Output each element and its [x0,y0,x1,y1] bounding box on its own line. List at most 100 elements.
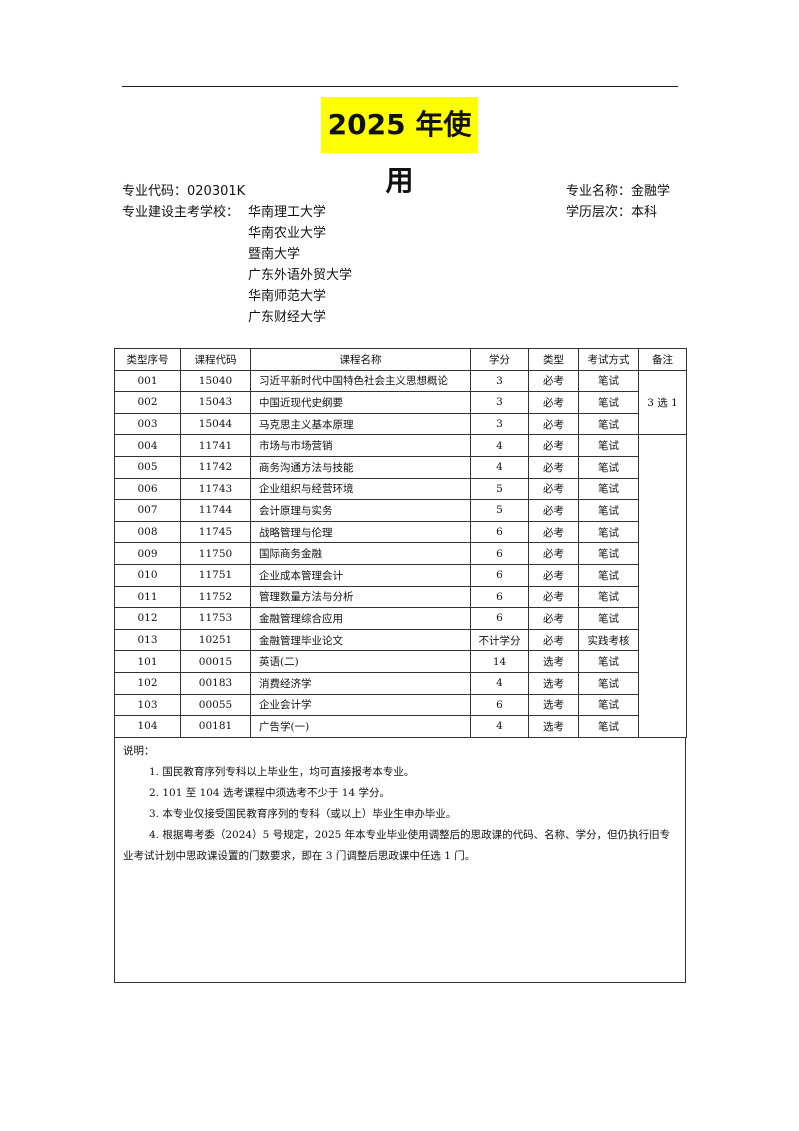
school: 暨南大学 [248,247,301,262]
cell: 必考 [528,369,579,393]
course-row: 102 00183 消费经济学 4 选考 笔试 [114,671,687,695]
cell: 11744 [180,499,251,522]
cell: 012 [114,607,181,630]
cell: 11753 [180,607,251,630]
cell: 5 [470,499,529,522]
remark: 3 选 1 [638,369,687,436]
course-row: 002 15043 中国近现代史纲要 3 必考 笔试 [114,391,687,414]
school: 广东外语外贸大学 [248,268,353,283]
cell: 4 [470,455,529,479]
cell: 不计学分 [470,628,529,652]
cell: 笔试 [578,715,639,738]
cell: 00183 [180,671,251,695]
cell: 00181 [180,715,251,738]
cell: 商务沟通方法与技能 [250,455,471,479]
cell: 14 [470,650,529,673]
cell: 004 [114,434,181,457]
cell: 11743 [180,477,251,501]
cell: 金融管理毕业论文 [250,628,471,652]
course-row: 010 11751 企业成本管理会计 6 必考 笔试 [114,563,687,587]
course-row: 009 11750 国际商务金融 6 必考 笔试 [114,542,687,565]
note-item: 4. 根据粤考委（2024）5 号规定，2025 年本专业毕业使用调整后的思政课… [123,829,671,862]
cell: 国际商务金融 [250,542,471,565]
cell: 003 [114,412,181,436]
column-header: 课程代码 [180,348,251,371]
level: 学历层次：本科 [566,205,658,220]
cell: 笔试 [578,412,639,436]
cell: 必考 [528,520,579,544]
cell: 必考 [528,391,579,414]
cell: 001 [114,369,181,393]
cell: 必考 [528,628,579,652]
cell: 必考 [528,455,579,479]
cell: 011 [114,585,181,609]
cell: 6 [470,607,529,630]
cell: 笔试 [578,434,639,457]
cell: 选考 [528,693,579,717]
cell: 选考 [528,671,579,695]
cell: 必考 [528,477,579,501]
cell: 习近平新时代中国特色社会主义思想概论 [250,369,471,393]
cell: 战略管理与伦理 [250,520,471,544]
cell: 广告学(一) [250,715,471,738]
cell: 笔试 [578,585,639,609]
cell: 笔试 [578,520,639,544]
remark-empty [638,434,687,738]
cell: 6 [470,585,529,609]
note-item: 2. 101 至 104 选考课程中须选考不少于 14 学分。 [149,787,390,799]
cell: 3 [470,391,529,414]
school: 华南农业大学 [248,226,327,241]
cell: 企业组织与经营环境 [250,477,471,501]
cell: 必考 [528,585,579,609]
cell: 笔试 [578,477,639,501]
cell: 11745 [180,520,251,544]
column-header: 课程名称 [250,348,471,371]
cell: 3 [470,412,529,436]
notes-heading: 说明： [123,745,155,757]
notes: 说明： 1. 国民教育序列专科以上毕业生，均可直接报考本专业。 2. 101 至 1… [114,738,686,983]
course-table: 类型序号 课程代码 课程名称 学分 类型 考试方式 备注 001 15040 习近平新时代中国特色… [114,348,687,738]
cell: 15043 [180,391,251,414]
course-row: 007 11744 会计原理与实务 5 必考 笔试 [114,499,687,522]
course-row: 011 11752 管理数量方法与分析 6 必考 笔试 [114,585,687,609]
column-header: 类型序号 [114,348,181,371]
cell: 企业会计学 [250,693,471,717]
cell: 11741 [180,434,251,457]
cell: 00055 [180,693,251,717]
cell: 5 [470,477,529,501]
column-header: 备注 [638,348,687,371]
cell: 6 [470,542,529,565]
cell: 6 [470,693,529,717]
cell: 005 [114,455,181,479]
cell: 笔试 [578,671,639,695]
cell: 笔试 [578,455,639,479]
cell: 笔试 [578,391,639,414]
cell: 4 [470,434,529,457]
cell: 00015 [180,650,251,673]
cell: 010 [114,563,181,587]
cell: 10251 [180,628,251,652]
cell: 会计原理与实务 [250,499,471,522]
title: 2025 年使用 [321,97,478,197]
major-code: 专业代码：020301K [122,184,246,199]
cell: 102 [114,671,181,695]
cell: 必考 [528,542,579,565]
cell: 必考 [528,412,579,436]
note-item: 1. 国民教育序列专科以上毕业生，均可直接报考本专业。 [149,766,415,778]
cell: 笔试 [578,499,639,522]
cell: 008 [114,520,181,544]
schools-label: 专业建设主考学校： [122,205,240,220]
school: 华南理工大学 [248,205,327,220]
cell: 选考 [528,715,579,738]
cell: 15044 [180,412,251,436]
cell: 006 [114,477,181,501]
cell: 11752 [180,585,251,609]
column-header: 类型 [528,348,579,371]
header-row: 类型序号 课程代码 课程名称 学分 类型 考试方式 备注 [114,348,687,371]
cell: 6 [470,520,529,544]
course-row: 005 11742 商务沟通方法与技能 4 必考 笔试 [114,455,687,479]
cell: 11742 [180,455,251,479]
cell: 4 [470,671,529,695]
course-row: 004 11741 市场与市场营销 4 必考 笔试 [114,434,687,738]
course-row: 003 15044 马克思主义基本原理 3 必考 笔试 [114,412,687,436]
